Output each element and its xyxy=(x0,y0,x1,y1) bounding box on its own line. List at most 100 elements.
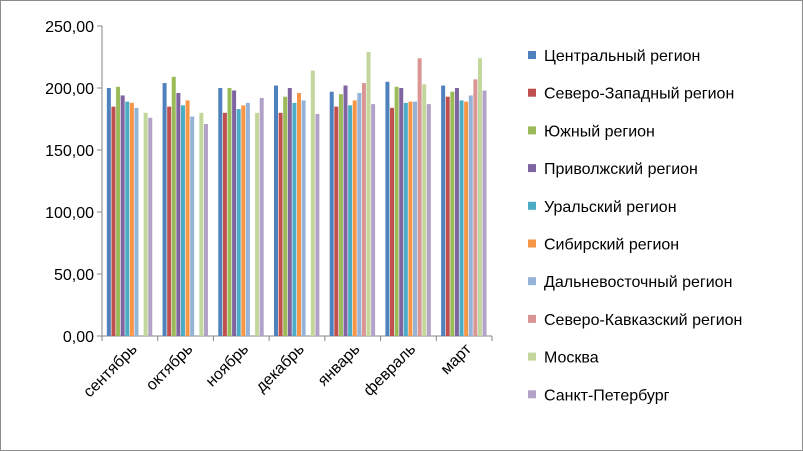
legend-label: Центральный регион xyxy=(544,48,700,65)
bar xyxy=(143,112,148,336)
bar xyxy=(292,102,297,336)
x-category-label: октябрь xyxy=(143,341,196,394)
bar xyxy=(371,104,376,337)
bar xyxy=(278,112,283,336)
bar xyxy=(417,58,422,337)
bar xyxy=(259,97,264,336)
bar xyxy=(329,91,334,336)
bar xyxy=(227,88,232,336)
bar xyxy=(348,105,353,336)
legend-label: Санкт-Петербург xyxy=(544,387,670,404)
bar xyxy=(445,96,450,337)
bar xyxy=(468,95,473,336)
bar xyxy=(199,112,204,336)
bar xyxy=(426,104,431,337)
legend-swatch xyxy=(528,390,536,399)
bar xyxy=(459,100,464,337)
x-category-label: январь xyxy=(315,341,364,390)
bar xyxy=(482,90,487,336)
bar xyxy=(334,106,339,336)
legend-swatch xyxy=(528,126,536,135)
bar xyxy=(408,101,413,336)
legend-label: Северо-Западный регион xyxy=(544,86,734,103)
legend-swatch xyxy=(528,201,536,210)
bar xyxy=(357,92,362,337)
x-category-label: сентябрь xyxy=(80,341,140,401)
y-tick-label: 100,00 xyxy=(45,205,94,222)
bar xyxy=(116,86,121,336)
bar xyxy=(338,94,343,336)
bar xyxy=(129,102,134,336)
bar xyxy=(413,101,418,336)
y-tick-label: 200,00 xyxy=(45,81,94,98)
legend-label: Приволжский регион xyxy=(544,161,698,178)
bar xyxy=(287,88,292,336)
bar xyxy=(283,96,288,337)
bar xyxy=(120,95,125,336)
legend-swatch xyxy=(528,88,536,97)
x-category-label: декабрь xyxy=(253,341,308,396)
x-category-label: март xyxy=(438,340,476,378)
bar xyxy=(203,123,208,337)
bar xyxy=(162,83,167,336)
bar xyxy=(218,88,223,336)
bar xyxy=(148,117,153,336)
bar xyxy=(403,102,408,336)
bar xyxy=(255,112,260,336)
bar xyxy=(232,90,237,336)
bar xyxy=(454,88,459,336)
legend-swatch xyxy=(528,277,536,286)
bar xyxy=(297,92,301,337)
bar xyxy=(134,107,139,336)
bar xyxy=(352,100,357,337)
bar xyxy=(366,52,371,336)
y-tick-label: 150,00 xyxy=(45,143,94,160)
bar xyxy=(390,107,395,336)
bar xyxy=(236,109,241,336)
bar xyxy=(245,102,250,336)
legend-label: Южный регион xyxy=(544,123,655,140)
legend-swatch xyxy=(528,51,536,59)
legend-swatch xyxy=(528,239,536,248)
bar xyxy=(106,88,111,336)
bar xyxy=(385,81,390,336)
bar xyxy=(450,91,455,336)
legend-label: Дальневосточный регион xyxy=(544,274,732,291)
bar xyxy=(125,101,130,336)
bar xyxy=(167,106,172,336)
bar xyxy=(171,76,176,336)
bar xyxy=(361,83,366,336)
legend-label: Москва xyxy=(544,350,599,367)
bar xyxy=(441,85,446,337)
x-category-label: февраль xyxy=(361,341,420,400)
legend-label: Уральский регион xyxy=(544,199,677,216)
bar xyxy=(185,100,190,337)
y-tick-label: 0,00 xyxy=(63,329,94,346)
bar xyxy=(176,92,181,337)
bar xyxy=(301,100,306,337)
bar xyxy=(274,85,278,337)
legend-swatch xyxy=(528,164,536,173)
bar xyxy=(473,79,478,336)
legend-swatch xyxy=(528,314,536,323)
bar xyxy=(222,112,227,336)
y-tick-label: 250,00 xyxy=(45,19,94,36)
bar xyxy=(477,58,482,337)
bar xyxy=(394,86,399,336)
bar xyxy=(111,106,116,336)
bar xyxy=(399,88,404,336)
bar xyxy=(343,85,348,337)
bar xyxy=(315,114,320,336)
bar xyxy=(241,105,246,336)
legend-swatch xyxy=(528,352,536,361)
bar xyxy=(422,84,427,336)
bar xyxy=(464,101,469,336)
y-tick-label: 50,00 xyxy=(54,267,94,284)
bar xyxy=(310,70,315,336)
legend-label: Северо-Кавказский регион xyxy=(544,312,742,329)
legend-label: Сибирский регион xyxy=(544,237,679,254)
bar xyxy=(180,105,185,336)
x-category-label: ноябрь xyxy=(203,341,252,390)
bar xyxy=(190,116,195,337)
